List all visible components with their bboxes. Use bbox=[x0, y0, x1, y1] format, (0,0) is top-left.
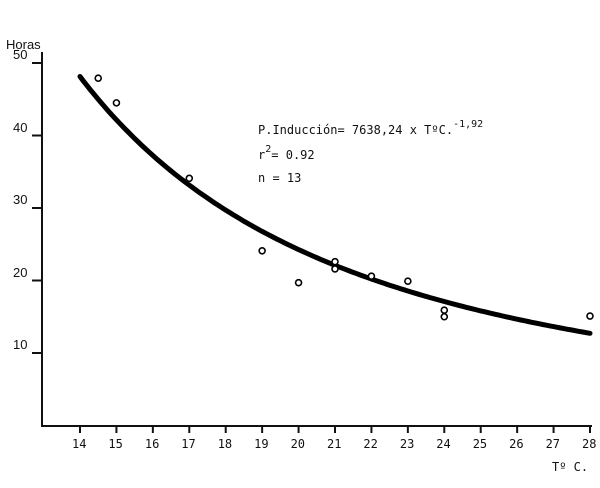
y-tick-label: 50 bbox=[13, 47, 28, 62]
x-tick-label: 20 bbox=[290, 437, 306, 451]
y-ticks bbox=[32, 62, 42, 354]
data-point bbox=[331, 265, 339, 273]
data-point bbox=[440, 312, 449, 321]
data-point bbox=[586, 312, 594, 320]
x-tick-label: 21 bbox=[327, 437, 342, 451]
data-point bbox=[94, 74, 103, 83]
data-point bbox=[367, 272, 376, 280]
x-tick-label: 18 bbox=[217, 437, 233, 451]
data-point bbox=[112, 99, 121, 107]
equation-text: P.Inducción= 7638,24 x TºC. bbox=[258, 123, 454, 137]
x-tick-label: 24 bbox=[436, 437, 451, 451]
r2-value: = 0.92 bbox=[271, 148, 315, 162]
n-annotation: n = 13 bbox=[258, 171, 302, 185]
fit-curve bbox=[77, 74, 593, 336]
y-tick-label: 40 bbox=[13, 119, 28, 135]
data-point bbox=[185, 174, 194, 183]
y-tick-label: 10 bbox=[13, 337, 28, 352]
data-point bbox=[331, 257, 339, 266]
data-points bbox=[94, 74, 594, 321]
x-ticks bbox=[79, 426, 591, 433]
y-axis-label: Horas bbox=[6, 37, 41, 52]
y-tick-label: 20 bbox=[13, 264, 28, 280]
equation-annotation: P.Inducción= 7638,24 x TºC.-1,92 bbox=[258, 119, 484, 137]
axes bbox=[41, 52, 592, 427]
r2-superscript: 2 bbox=[265, 144, 272, 155]
x-tick-label: 15 bbox=[108, 437, 123, 451]
x-tick-label: 28 bbox=[582, 437, 597, 451]
x-tick-label: 14 bbox=[72, 437, 87, 451]
y-tick-label: 30 bbox=[13, 192, 28, 207]
data-point bbox=[294, 278, 303, 287]
r2-annotation: r2= 0.92 bbox=[258, 144, 315, 162]
x-tick-label: 27 bbox=[545, 437, 561, 451]
x-tick-label: 25 bbox=[472, 437, 488, 451]
x-tick-label: 26 bbox=[509, 437, 524, 451]
x-tick-label: 22 bbox=[363, 437, 378, 451]
x-tick-label: 17 bbox=[181, 437, 196, 451]
x-axis-label: Tº C. bbox=[552, 460, 589, 474]
x-tick-label: 23 bbox=[399, 437, 415, 451]
r2-symbol: r bbox=[258, 148, 266, 162]
data-point bbox=[258, 246, 266, 255]
data-point bbox=[440, 306, 449, 315]
equation-exponent: -1,92 bbox=[453, 119, 484, 130]
data-point bbox=[404, 277, 412, 286]
x-tick-label: 16 bbox=[144, 437, 160, 451]
x-tick-label: 19 bbox=[254, 437, 269, 451]
